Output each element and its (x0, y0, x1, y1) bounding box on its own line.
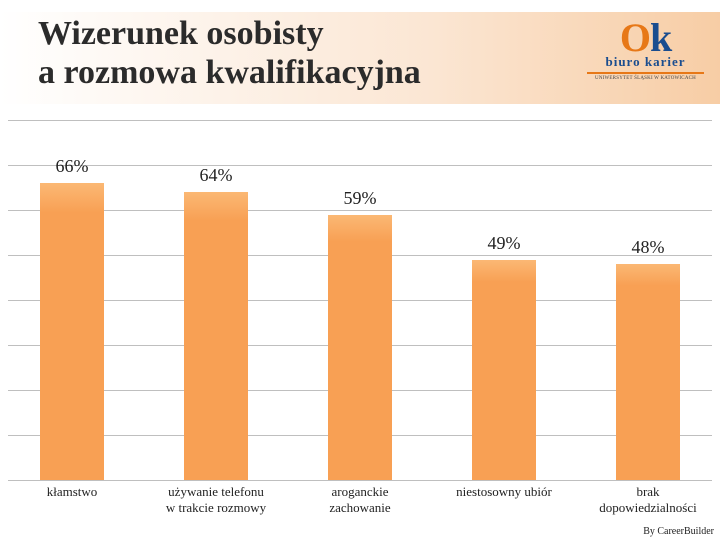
slide: Wizerunek osobisty a rozmowa kwalifikacy… (0, 0, 720, 540)
source-attribution: By CareerBuilder (643, 526, 714, 537)
logo-university: UNIWERSYTET ŚLĄSKI W KATOWICACH (583, 76, 708, 81)
bar-group (576, 120, 720, 480)
bar-group (432, 120, 576, 480)
title-line-1: Wizerunek osobisty (38, 15, 324, 52)
bar-group (288, 120, 432, 480)
logo: Ok biuro karier UNIWERSYTET ŚLĄSKI W KAT… (583, 18, 708, 86)
bar-value-label: 49% (432, 233, 576, 254)
logo-subtitle: biuro karier (583, 54, 708, 70)
bar (40, 183, 104, 480)
axis-category-label: aroganckiezachowanie (288, 484, 432, 515)
axis-category-label: kłamstwo (0, 484, 144, 500)
chart-axis-labels: kłamstwoużywanie telefonuw trakcie rozmo… (0, 484, 720, 536)
bar-value-label: 48% (576, 237, 720, 258)
bar (616, 264, 680, 480)
axis-category-label: niestosowny ubiór (432, 484, 576, 500)
bar-chart: 66%64%59% 49%48% (0, 120, 720, 480)
bar (184, 192, 248, 480)
chart-bars: 66%64%59% 49%48% (0, 120, 720, 480)
slide-title: Wizerunek osobisty a rozmowa kwalifikacy… (38, 14, 421, 92)
logo-wordmark: Ok (583, 18, 708, 58)
axis-category-label: brakdopowiedzialności (576, 484, 720, 515)
bar-value-label: 66% (0, 156, 144, 177)
logo-divider (587, 72, 704, 74)
gridline (8, 480, 712, 481)
bar-value-label: 64% (144, 165, 288, 186)
bar-value-label: 59% (288, 188, 432, 209)
bar (328, 215, 392, 481)
axis-category-label: używanie telefonuw trakcie rozmowy (144, 484, 288, 515)
bar (472, 260, 536, 481)
title-line-2: a rozmowa kwalifikacyjna (38, 54, 421, 91)
